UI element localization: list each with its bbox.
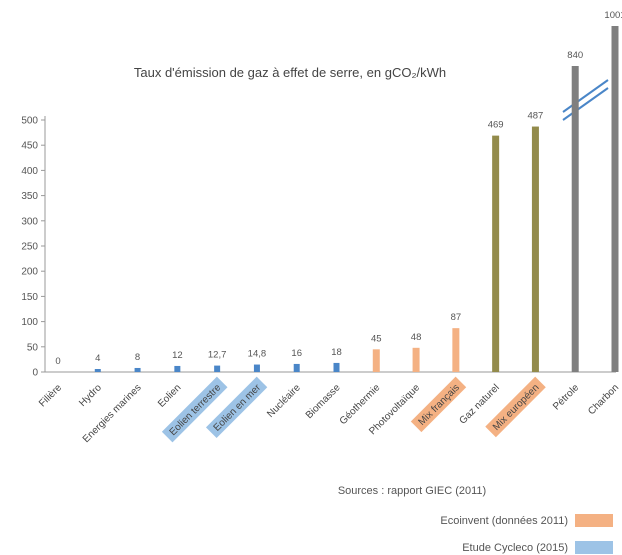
category-highlight — [161, 376, 228, 443]
data-label: 14,8 — [248, 349, 267, 360]
y-tick-label: 150 — [21, 292, 38, 303]
category-label: Hydro — [77, 382, 104, 409]
category-label: Eolien — [156, 382, 183, 409]
category-label: Filière — [37, 382, 64, 409]
bar — [333, 362, 340, 372]
y-tick-label: 200 — [21, 267, 38, 278]
category-label: Charbon — [586, 382, 621, 417]
category-label: Biomasse — [304, 382, 343, 421]
data-label: 840 — [567, 50, 583, 61]
sources-text: Sources : rapport GIEC (2011) — [338, 485, 486, 497]
category-highlight — [485, 376, 546, 438]
axis-break-mark — [562, 79, 609, 121]
bar — [293, 363, 300, 372]
legend: Ecoinvent (données 2011) Etude Cycleco (2… — [440, 514, 613, 554]
bar — [492, 135, 500, 372]
y-tick-label: 350 — [21, 191, 38, 202]
bar — [412, 347, 420, 372]
bar — [571, 66, 579, 372]
legend-swatch — [575, 514, 613, 527]
data-label: 4 — [95, 353, 100, 364]
chart-title: Taux d'émission de gaz à effet de serre,… — [134, 65, 446, 80]
bar — [174, 365, 181, 372]
legend-swatch — [575, 541, 613, 554]
y-tick-label: 100 — [21, 317, 38, 328]
category-label-text: Filière — [37, 382, 64, 409]
bar — [214, 365, 221, 372]
data-label: 16 — [291, 348, 302, 359]
category-label: Mix français — [410, 376, 467, 433]
category-label-text: Nucléaire — [265, 382, 303, 420]
data-label: 12 — [172, 350, 183, 361]
category-highlight — [410, 376, 467, 433]
y-tick-label: 300 — [21, 216, 38, 227]
data-label: 487 — [527, 111, 543, 122]
bar — [94, 369, 101, 372]
category-label: Nucléaire — [265, 382, 303, 420]
y-tick-label: 50 — [27, 342, 39, 353]
category-label-text: Eolien — [156, 382, 183, 409]
data-label: 469 — [488, 120, 504, 131]
category-highlight — [205, 376, 268, 438]
category-label-text: Charbon — [586, 382, 621, 417]
bar — [531, 126, 539, 372]
data-label: 18 — [331, 347, 342, 358]
bar — [253, 364, 260, 372]
data-label: 12,7 — [208, 350, 227, 361]
legend-label: Ecoinvent (données 2011) — [440, 515, 568, 527]
y-tick-label: 450 — [21, 141, 38, 152]
data-label: 8 — [135, 352, 140, 363]
bar — [372, 349, 380, 372]
data-label: 87 — [451, 312, 462, 323]
data-label: 48 — [411, 332, 422, 343]
y-tick-label: 0 — [32, 368, 38, 379]
bar — [611, 26, 619, 372]
y-tick-label: 400 — [21, 166, 38, 177]
category-label-text: Mix français — [416, 382, 462, 428]
y-tick-label: 250 — [21, 242, 38, 253]
category-label-text: Pétrole — [551, 382, 581, 412]
category-label-text: Biomasse — [304, 382, 343, 421]
data-label: 0 — [55, 356, 60, 367]
bar — [452, 328, 460, 372]
legend-label: Etude Cycleco (2015) — [462, 542, 568, 554]
category-label: Pétrole — [551, 382, 581, 412]
data-label: 45 — [371, 333, 382, 344]
category-label-text: Hydro — [77, 382, 104, 409]
y-tick-label: 500 — [21, 116, 38, 127]
bar — [134, 367, 141, 372]
